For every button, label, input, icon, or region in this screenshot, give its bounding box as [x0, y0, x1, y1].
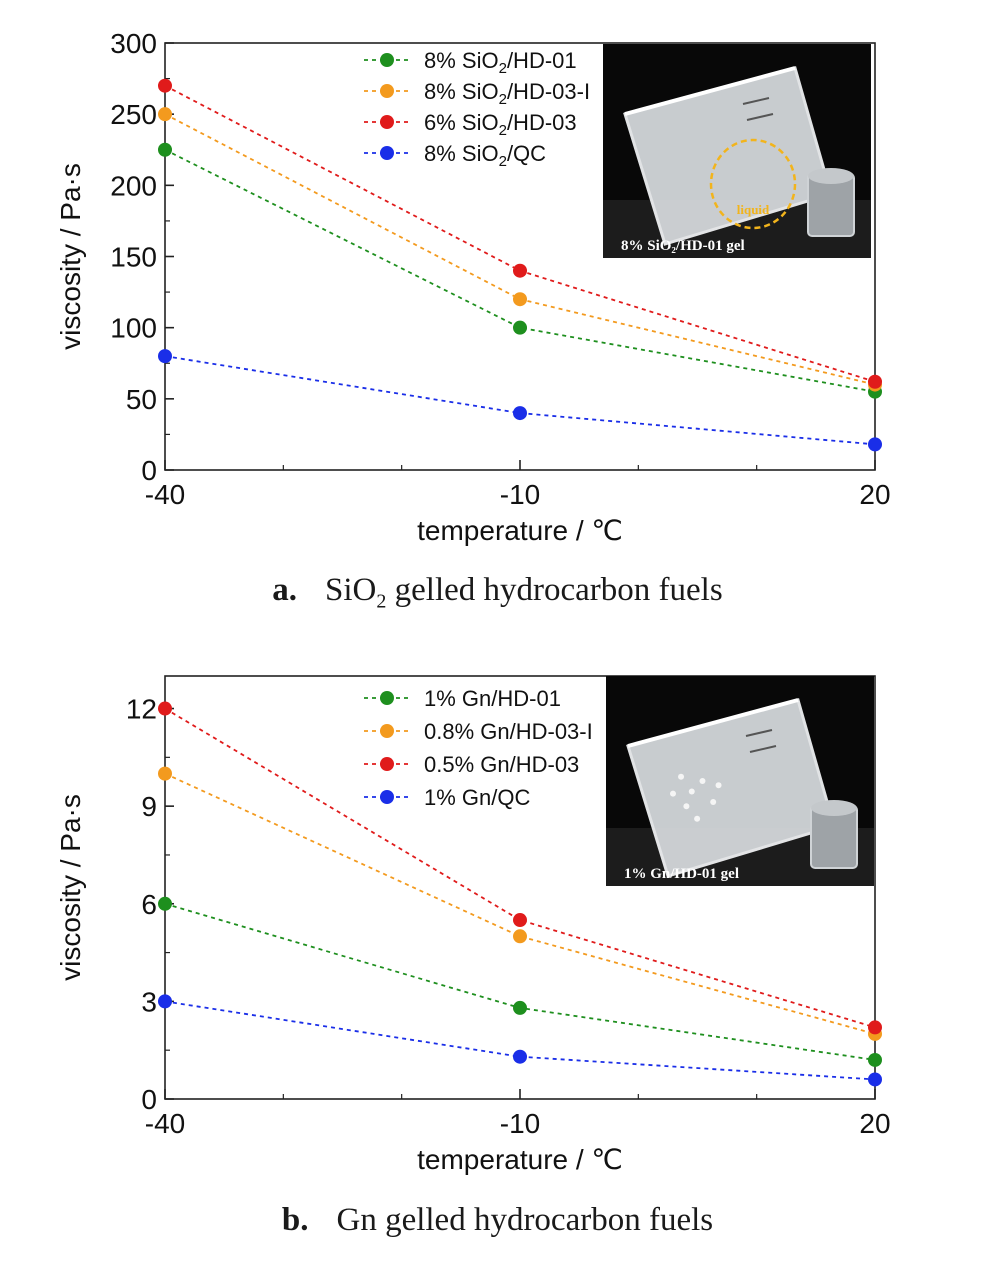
- data-point: [513, 929, 527, 944]
- metal-fitting-top: [808, 168, 854, 184]
- beaker-graduation: [745, 729, 773, 737]
- y-tick-label: 0: [141, 1084, 157, 1115]
- y-tick-label: 0: [141, 455, 157, 486]
- legend-label: 0.8% Gn/HD-03-I: [424, 719, 593, 744]
- caption-a: a. SiO2 gelled hydrocarbon fuels: [0, 572, 995, 614]
- y-tick-label: 300: [110, 28, 157, 59]
- legend-marker: [380, 53, 394, 67]
- bubble: [688, 788, 695, 795]
- data-point: [158, 142, 172, 157]
- legend-marker: [380, 84, 394, 98]
- series-line-3: [164, 355, 876, 446]
- beaker-graduation: [742, 97, 770, 105]
- y-tick-label: 100: [110, 313, 157, 344]
- legend-marker: [380, 691, 394, 705]
- x-axis-label: temperature / ℃: [417, 515, 623, 546]
- legend-label: 8% SiO2/HD-03-I: [424, 79, 590, 108]
- data-point: [158, 896, 172, 911]
- inset-photo: 1% Gn/HD-01 gel: [606, 676, 874, 886]
- data-point: [158, 766, 172, 781]
- data-point: [158, 349, 172, 364]
- data-point: [513, 292, 527, 307]
- series-line-1: [164, 772, 876, 1035]
- data-point: [868, 437, 882, 452]
- legend-label: 8% SiO2/QC: [424, 141, 546, 170]
- inset-annotation: liquid: [737, 202, 770, 217]
- chart-a: 0 50 100 150 200 250 300 -40 -10 20 temperature / …: [55, 28, 891, 546]
- caption-b-text: Gn gelled hydrocarbon fuels: [336, 1202, 714, 1238]
- legend-label: 8% SiO2/HD-01: [424, 48, 577, 77]
- data-point: [513, 913, 527, 928]
- data-point: [158, 701, 172, 716]
- metal-fitting-top: [811, 800, 857, 816]
- y-tick-label: 9: [141, 791, 157, 822]
- beaker-graduation: [746, 113, 774, 121]
- caption-b: b. Gn gelled hydrocarbon fuels: [0, 1202, 995, 1239]
- data-point: [513, 320, 527, 335]
- legend-label: 0.5% Gn/HD-03: [424, 752, 579, 777]
- legend-marker: [380, 724, 394, 738]
- x-tick-label: -10: [500, 479, 540, 510]
- caption-a-text-pre: SiO: [325, 572, 377, 608]
- data-point: [158, 78, 172, 93]
- inset-caption: 1% Gn/HD-01 gel: [624, 866, 739, 882]
- y-tick-label: 50: [126, 384, 157, 415]
- y-axis-label: viscosity / Pa·s: [55, 794, 86, 981]
- legend-label: 1% Gn/HD-01: [424, 686, 561, 711]
- beaker-rim: [627, 698, 799, 748]
- legend-marker: [380, 146, 394, 160]
- y-tick-label: 6: [141, 889, 157, 920]
- figure-panel-a: 0 50 100 150 200 250 300 -40 -10 20 temperature / …: [0, 28, 995, 614]
- inset-photo: liquid 8% SiO₂/HD-01 gel: [603, 44, 871, 258]
- data-point: [868, 1052, 882, 1067]
- legend: 1% Gn/HD-01 0.8% Gn/HD-03-I 0.5% Gn/HD-03 1…: [364, 686, 593, 810]
- data-point: [868, 1072, 882, 1087]
- x-tick-label: -40: [145, 1108, 185, 1139]
- data-point: [513, 1049, 527, 1064]
- legend-marker: [380, 790, 394, 804]
- legend-marker: [380, 757, 394, 771]
- bubble: [694, 815, 701, 822]
- data-point: [158, 107, 172, 122]
- y-axis-label: viscosity / Pa·s: [55, 163, 86, 350]
- caption-a-text-post: gelled hydrocarbon fuels: [386, 572, 723, 608]
- bubble: [710, 799, 717, 805]
- legend-label: 6% SiO2/HD-03: [424, 110, 577, 139]
- caption-a-label: a.: [272, 572, 298, 608]
- chart-b: 0 3 6 9 12 -40 -10 20 temperature / ℃ viscosity /…: [55, 675, 891, 1175]
- caption-a-text-sub: 2: [376, 590, 387, 613]
- bubble: [683, 803, 690, 810]
- bubble: [715, 782, 722, 789]
- legend-marker: [380, 115, 394, 129]
- data-point: [868, 1020, 882, 1035]
- x-axis-label: temperature / ℃: [417, 1144, 623, 1175]
- x-tick-label: 20: [859, 1108, 890, 1139]
- figure-panel-b: 0 3 6 9 12 -40 -10 20 temperature / ℃ viscosity /…: [0, 640, 995, 1261]
- bubble: [699, 778, 706, 784]
- x-tick-label: -10: [500, 1108, 540, 1139]
- beaker-rim: [624, 66, 796, 116]
- inset-caption: 8% SiO₂/HD-01 gel: [621, 238, 745, 254]
- series-line-0: [164, 902, 876, 1061]
- data-point: [158, 994, 172, 1009]
- beaker-graduation: [749, 745, 777, 753]
- x-tick-label: -40: [145, 479, 185, 510]
- y-tick-label: 12: [126, 694, 157, 725]
- data-point: [513, 1000, 527, 1015]
- data-point: [513, 406, 527, 421]
- y-tick-label: 250: [110, 99, 157, 130]
- y-tick-label: 150: [110, 242, 157, 273]
- caption-b-label: b.: [281, 1202, 309, 1238]
- y-tick-label: 200: [110, 170, 157, 201]
- legend: 8% SiO2/HD-018% SiO2/HD-03-I6% SiO2/HD-0…: [364, 48, 590, 170]
- y-tick-label: 3: [141, 986, 157, 1017]
- x-tick-label: 20: [859, 479, 890, 510]
- series-line-2: [164, 707, 876, 1029]
- bubble: [678, 773, 685, 780]
- bubble: [670, 790, 676, 797]
- data-point: [513, 263, 527, 278]
- legend-label: 1% Gn/QC: [424, 785, 530, 810]
- data-point: [868, 374, 882, 389]
- liquid-highlight-circle: [709, 138, 797, 230]
